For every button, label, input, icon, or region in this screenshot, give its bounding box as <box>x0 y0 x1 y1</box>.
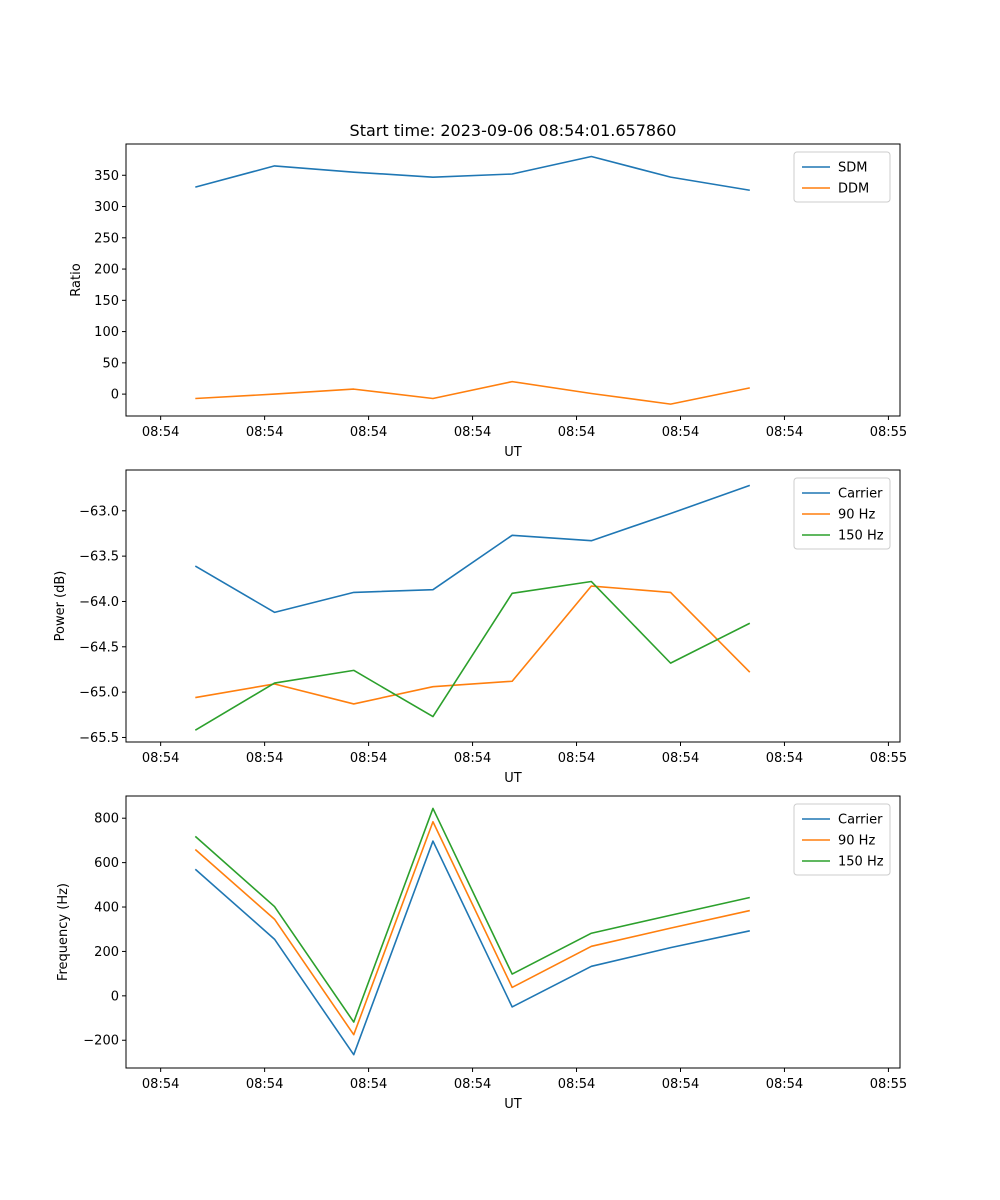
power-y-tick-label-2: −64.5 <box>79 640 119 655</box>
power-x-tick-label-5: 08:54 <box>662 751 699 766</box>
power-y-tick-label-5: −63.0 <box>79 504 119 519</box>
power-axes-frame <box>125 469 901 743</box>
power-series-150-hz-line <box>194 580 751 731</box>
frequency-panel: 08:54 08:54 08:54 08:54 08:54 08:54 08:54 08:55… <box>56 795 907 1112</box>
power-x-tick-label-6: 08:54 <box>766 751 803 766</box>
frequency-y-tick-label-3: 400 <box>94 901 119 916</box>
ratio-series-ddm-line <box>195 380 750 405</box>
ratio-legend-label-ddm: DDM <box>838 182 869 197</box>
ratio-y-tick-label-7: 350 <box>94 169 119 184</box>
frequency-x-tick-label-6: 08:54 <box>766 1077 803 1092</box>
power-y-tick-label-1: −65.0 <box>79 686 119 701</box>
power-x-tick-label-2: 08:54 <box>350 751 387 766</box>
frequency-series-carrier-line <box>194 840 750 1056</box>
power-y-tick-label-3: −64.0 <box>79 595 119 610</box>
ratio-x-tick-label-2: 08:54 <box>350 425 387 440</box>
frequency-x-ticks: 08:54 08:54 08:54 08:54 08:54 08:54 08:54 08:55 <box>142 1068 907 1092</box>
power-legend-box <box>793 477 891 550</box>
power-x-tick-label-0: 08:54 <box>142 751 179 766</box>
power-panel: 08:54 08:54 08:54 08:54 08:54 08:54 08:54 08:55… <box>53 469 907 786</box>
power-y-ticks: −65.5 −65.0 −64.5 −64.0 −63.5 −63.0 <box>79 504 126 746</box>
ratio-x-tick-label-7: 08:55 <box>870 425 907 440</box>
power-legend: Carrier 90 Hz 150 Hz <box>793 477 891 550</box>
ratio-y-ticks: 0 50 100 150 200 250 300 350 <box>94 169 126 403</box>
frequency-x-tick-label-3: 08:54 <box>454 1077 491 1092</box>
frequency-legend: Carrier 90 Hz 150 Hz <box>793 803 891 876</box>
ratio-y-tick-label-1: 50 <box>102 356 119 371</box>
power-x-tick-label-4: 08:54 <box>558 751 595 766</box>
frequency-x-tick-label-7: 08:55 <box>870 1077 907 1092</box>
power-x-tick-label-3: 08:54 <box>454 751 491 766</box>
ratio-x-tick-label-4: 08:54 <box>558 425 595 440</box>
ratio-y-tick-label-0: 0 <box>111 388 119 403</box>
power-x-tick-label-1: 08:54 <box>246 751 283 766</box>
frequency-x-tick-label-0: 08:54 <box>142 1077 179 1092</box>
power-x-tick-label-7: 08:55 <box>870 751 907 766</box>
frequency-legend-label-carrier: Carrier <box>838 813 883 828</box>
frequency-series-150-hz-line <box>194 807 750 1023</box>
ratio-series-sdm-line <box>195 155 750 192</box>
frequency-y-tick-label-4: 600 <box>94 856 119 871</box>
ratio-x-tick-label-6: 08:54 <box>766 425 803 440</box>
power-legend-label-150-hz: 150 Hz <box>838 529 884 544</box>
power-y-axis-label: Power (dB) <box>53 571 68 642</box>
ratio-y-tick-label-2: 100 <box>94 325 119 340</box>
frequency-plot-area <box>194 807 750 1056</box>
ratio-axes-frame <box>125 143 901 417</box>
frequency-x-tick-label-4: 08:54 <box>558 1077 595 1092</box>
frequency-y-tick-label-2: 200 <box>94 945 119 960</box>
frequency-y-ticks: −200 0 200 400 600 800 <box>83 812 126 1049</box>
power-series-90-hz-line <box>195 585 751 705</box>
power-series-carrier-line <box>194 484 751 614</box>
ratio-x-tick-label-5: 08:54 <box>662 425 699 440</box>
ratio-x-tick-label-0: 08:54 <box>142 425 179 440</box>
frequency-x-tick-label-1: 08:54 <box>246 1077 283 1092</box>
ratio-legend-box <box>793 151 891 203</box>
ratio-x-ticks: 08:54 08:54 08:54 08:54 08:54 08:54 08:54 08:55 <box>142 416 907 440</box>
ratio-y-tick-label-6: 300 <box>94 200 119 215</box>
ratio-y-axis-label: Ratio <box>69 263 84 296</box>
ratio-panel: Start time: 2023-09-06 08:54:01.657860 0… <box>69 121 907 460</box>
power-x-axis-label: UT <box>504 771 522 786</box>
ratio-x-axis-label: UT <box>504 445 522 460</box>
power-y-tick-label-4: −63.5 <box>79 550 119 565</box>
ratio-legend-label-sdm: SDM <box>838 161 867 176</box>
chart-title: Start time: 2023-09-06 08:54:01.657860 <box>350 121 677 140</box>
ratio-y-tick-label-4: 200 <box>94 263 119 278</box>
power-x-ticks: 08:54 08:54 08:54 08:54 08:54 08:54 08:54 08:55 <box>142 742 907 766</box>
ratio-legend: SDM DDM <box>793 151 891 203</box>
frequency-y-tick-label-0: −200 <box>83 1034 119 1049</box>
ratio-y-tick-label-3: 150 <box>94 294 119 309</box>
frequency-x-axis-label: UT <box>504 1097 522 1112</box>
frequency-legend-label-150-hz: 150 Hz <box>838 855 884 870</box>
frequency-x-tick-label-5: 08:54 <box>662 1077 699 1092</box>
frequency-y-axis-label: Frequency (Hz) <box>56 883 71 981</box>
frequency-legend-box <box>793 803 891 876</box>
ratio-x-tick-label-3: 08:54 <box>454 425 491 440</box>
frequency-y-tick-label-1: 0 <box>111 989 119 1004</box>
ratio-x-tick-label-1: 08:54 <box>246 425 283 440</box>
ratio-plot-area <box>195 155 750 405</box>
frequency-axes-frame <box>125 795 901 1069</box>
frequency-legend-label-90-hz: 90 Hz <box>838 834 875 849</box>
power-legend-label-90-hz: 90 Hz <box>838 508 875 523</box>
power-plot-area <box>194 484 751 731</box>
frequency-series-90-hz-line <box>194 820 750 1036</box>
power-legend-label-carrier: Carrier <box>838 487 883 502</box>
frequency-y-tick-label-5: 800 <box>94 812 119 827</box>
frequency-x-tick-label-2: 08:54 <box>350 1077 387 1092</box>
ratio-y-tick-label-5: 250 <box>94 231 119 246</box>
power-y-tick-label-0: −65.5 <box>79 731 119 746</box>
